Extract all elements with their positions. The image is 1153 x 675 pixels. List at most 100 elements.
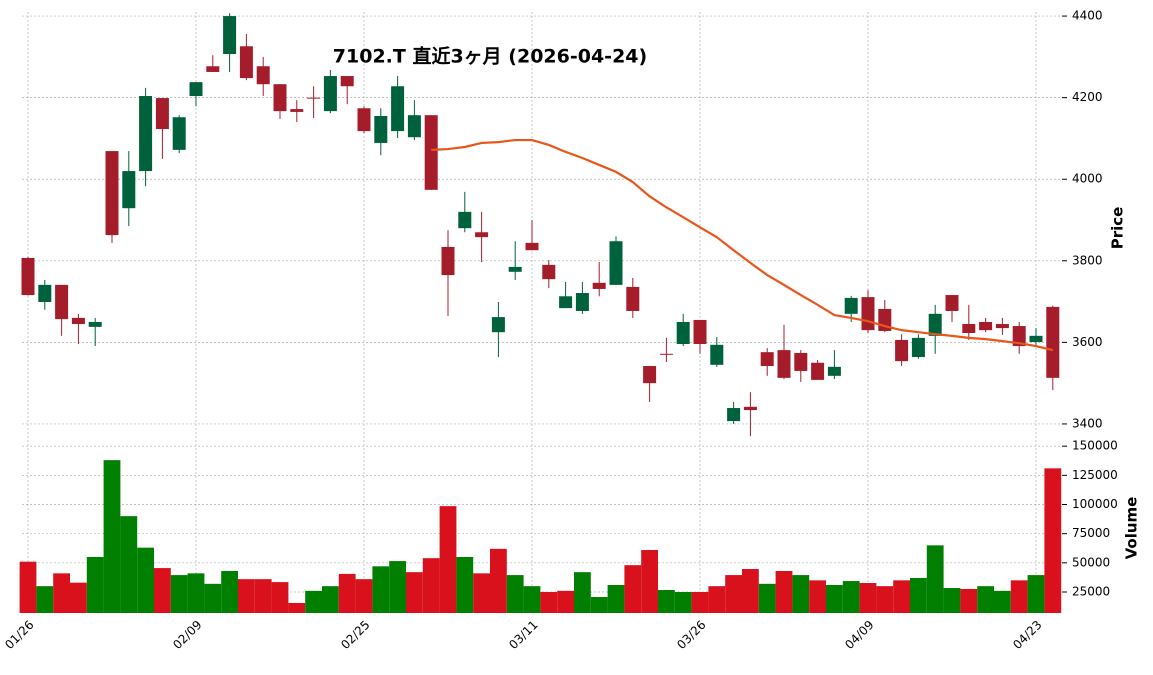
volume-bar (137, 547, 154, 613)
candle-body (290, 109, 304, 112)
volume-bar (221, 571, 238, 613)
volume-bar (506, 575, 524, 613)
volume-bar (910, 578, 927, 613)
x-tick-label: 02/25 (338, 618, 372, 652)
candle-body (323, 76, 337, 112)
volume-bar (36, 586, 54, 613)
candle-body (491, 317, 505, 333)
candle-body (760, 352, 774, 367)
volume-bar (859, 583, 877, 613)
y-tick-label: 4200 (1072, 90, 1103, 104)
candle-body (794, 352, 808, 371)
volume-bar (170, 575, 188, 613)
candle-body (1029, 335, 1043, 342)
volume-bar (641, 550, 658, 613)
volume-axis-label: Volume (1123, 497, 1141, 560)
volume-bar (809, 580, 826, 613)
volume-bar (86, 557, 104, 613)
volume-bar (305, 590, 322, 613)
volume-bar (658, 590, 675, 613)
candle-body (256, 66, 270, 85)
volume-bar (926, 545, 944, 613)
volume-bar (742, 569, 759, 613)
candle-body (441, 246, 455, 276)
candle-body (1046, 306, 1060, 378)
candle-body (239, 46, 253, 79)
candle-body (374, 116, 388, 143)
volume-bar (288, 602, 306, 613)
y-tick-label: 4400 (1072, 9, 1103, 23)
volume-bar (1010, 580, 1028, 613)
candle-body (206, 66, 220, 72)
volume-bar (691, 592, 709, 613)
candle-body (643, 366, 657, 384)
candle-body (710, 344, 724, 365)
candle-body (777, 350, 791, 378)
volume-bar (422, 558, 440, 613)
candle-body (676, 321, 690, 345)
candle-body (895, 339, 909, 362)
volume-bar (372, 566, 390, 613)
candle-body (693, 319, 707, 345)
volume-bar (725, 575, 742, 613)
x-tick-label: 01/26 (2, 618, 36, 652)
x-tick-label: 04/23 (1010, 618, 1044, 652)
volume-bar (590, 597, 608, 613)
candle-body (21, 257, 35, 296)
candle-body (1012, 326, 1026, 347)
volume-bar (523, 586, 541, 613)
y-tick-label: 4000 (1072, 172, 1103, 186)
volume-bar (254, 579, 272, 613)
candle-body (743, 406, 757, 411)
candle-body (424, 115, 438, 190)
candle-body (189, 82, 203, 97)
candle-body (475, 232, 489, 238)
volume-bar (674, 592, 692, 613)
volume-tick-label: 25000 (1072, 585, 1110, 599)
candle-body (575, 293, 589, 311)
volume-bar (540, 592, 558, 613)
candle-body (525, 242, 539, 251)
volume-bar (154, 568, 171, 613)
volume-bar (943, 588, 961, 613)
volume-bar (103, 460, 121, 613)
volume-bar (994, 590, 1011, 613)
volume-bar (574, 572, 591, 613)
volume-tick-label: 125000 (1072, 468, 1118, 482)
volume-bar (389, 561, 406, 613)
candle-body (357, 108, 371, 132)
volume-bar (624, 565, 642, 613)
volume-tick-label: 75000 (1072, 526, 1110, 540)
candle-body (340, 76, 354, 87)
candle-body (458, 211, 472, 229)
candle-body (88, 321, 102, 327)
x-tick-label: 04/09 (842, 618, 876, 652)
candle-body (559, 296, 573, 309)
volume-bar (792, 575, 810, 613)
y-tick-label: 3400 (1072, 416, 1103, 430)
volume-bar (338, 573, 356, 613)
candle-body (273, 84, 287, 112)
candle-body (945, 295, 959, 311)
volume-bar (960, 588, 978, 613)
candle-body (55, 284, 69, 320)
candle-body (962, 324, 976, 333)
volume-tick-label: 150000 (1072, 439, 1118, 453)
candle-body (542, 264, 556, 280)
candle-body (223, 16, 237, 55)
volume-bar (775, 571, 793, 613)
candle-body (105, 151, 119, 236)
candle-body (139, 96, 153, 172)
candle-body (844, 297, 858, 314)
x-tick-label: 03/26 (674, 618, 708, 652)
candle-body (827, 366, 841, 376)
volume-bar (893, 580, 910, 613)
y-tick-label: 3600 (1072, 335, 1103, 349)
volume-bar (473, 573, 490, 613)
volume-bar (977, 586, 994, 613)
x-tick-label: 02/09 (170, 618, 204, 652)
volume-bar (708, 586, 726, 613)
candle-body (928, 313, 942, 336)
y-tick-label: 3800 (1072, 253, 1103, 267)
